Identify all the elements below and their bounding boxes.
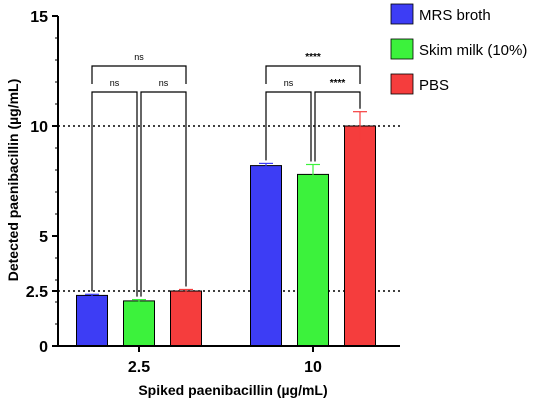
bars <box>76 111 376 347</box>
legend-label: PBS <box>419 77 449 94</box>
significance-brackets: ns ns ns **** ns **** <box>91 52 361 297</box>
x-tick-label: 2.5 <box>128 359 150 376</box>
significance-label: ns <box>110 78 120 88</box>
legend-swatch <box>390 38 414 60</box>
significance-bracket <box>265 91 312 162</box>
y-tick-label: 10 <box>30 119 48 136</box>
y-tick-label: 0 <box>39 339 48 356</box>
y-tick-label: 15 <box>30 9 48 26</box>
significance-label: ns <box>159 78 169 88</box>
y-tick-label: 5 <box>39 229 48 246</box>
x-axis-label: Spiked paenibacillin (µg/mL) <box>138 382 327 398</box>
y-axis-label: Detected paenibacillin (µg/mL) <box>5 79 21 282</box>
bar <box>76 294 108 347</box>
significance-bracket <box>265 65 361 84</box>
y-tick-label: 2.5 <box>26 284 48 301</box>
x-tick-label: 10 <box>304 359 322 376</box>
bar <box>250 165 282 347</box>
significance-label: ns <box>284 78 294 88</box>
legend-swatch <box>390 73 414 95</box>
bar <box>344 125 376 347</box>
significance-bracket <box>91 91 138 297</box>
significance-label: **** <box>305 52 321 63</box>
bar <box>170 290 202 347</box>
bar <box>297 173 329 347</box>
legend-label: Skim milk (10%) <box>419 42 527 59</box>
legend-label: MRS broth <box>419 7 491 24</box>
axes: 0 2.5 5 10 15 2.5 10 <box>26 9 400 376</box>
significance-label: **** <box>330 78 346 89</box>
reference-lines <box>58 125 400 292</box>
significance-bracket <box>314 91 361 162</box>
significance-bracket <box>91 65 187 84</box>
legend: MRS broth Skim milk (10%) PBS <box>390 3 527 95</box>
bar <box>123 300 155 347</box>
significance-label: ns <box>134 52 144 62</box>
significance-bracket <box>140 91 187 297</box>
legend-swatch <box>390 3 414 25</box>
